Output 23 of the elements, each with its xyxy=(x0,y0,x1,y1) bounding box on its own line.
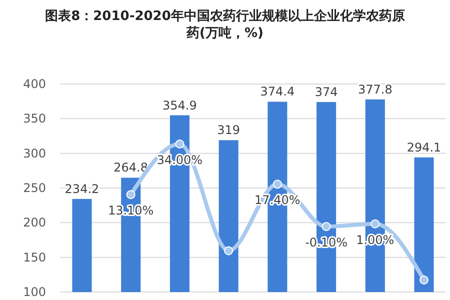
point xyxy=(322,222,331,232)
point xyxy=(420,276,429,284)
point xyxy=(175,140,184,148)
point xyxy=(224,246,234,256)
chart-title: 图表8：2010-2020年中国农药行业规模以上企业化学农药原药(万吨，%) xyxy=(45,8,405,41)
point xyxy=(370,219,380,228)
y-tick-label: 100 xyxy=(23,285,46,299)
y-tick-label: 400 xyxy=(23,77,46,91)
point xyxy=(126,190,136,200)
y-tick-label: 350 xyxy=(23,112,46,126)
point xyxy=(272,180,282,189)
data-label: 354.9 xyxy=(162,98,197,112)
data-label: 319 xyxy=(217,123,240,138)
data-label: 374.4 xyxy=(260,84,295,99)
data-label: 377.8 xyxy=(358,82,392,96)
y-tick-label: 200 xyxy=(23,216,46,230)
y-tick-label: 300 xyxy=(23,146,46,160)
data-label: 264.8 xyxy=(114,160,148,175)
data-label: 234.2 xyxy=(64,182,100,196)
data-label: 374 xyxy=(314,85,338,100)
y-tick-label: 250 xyxy=(23,181,46,195)
y-tick-label: 150 xyxy=(23,250,46,264)
data-label: 294.1 xyxy=(406,140,442,154)
